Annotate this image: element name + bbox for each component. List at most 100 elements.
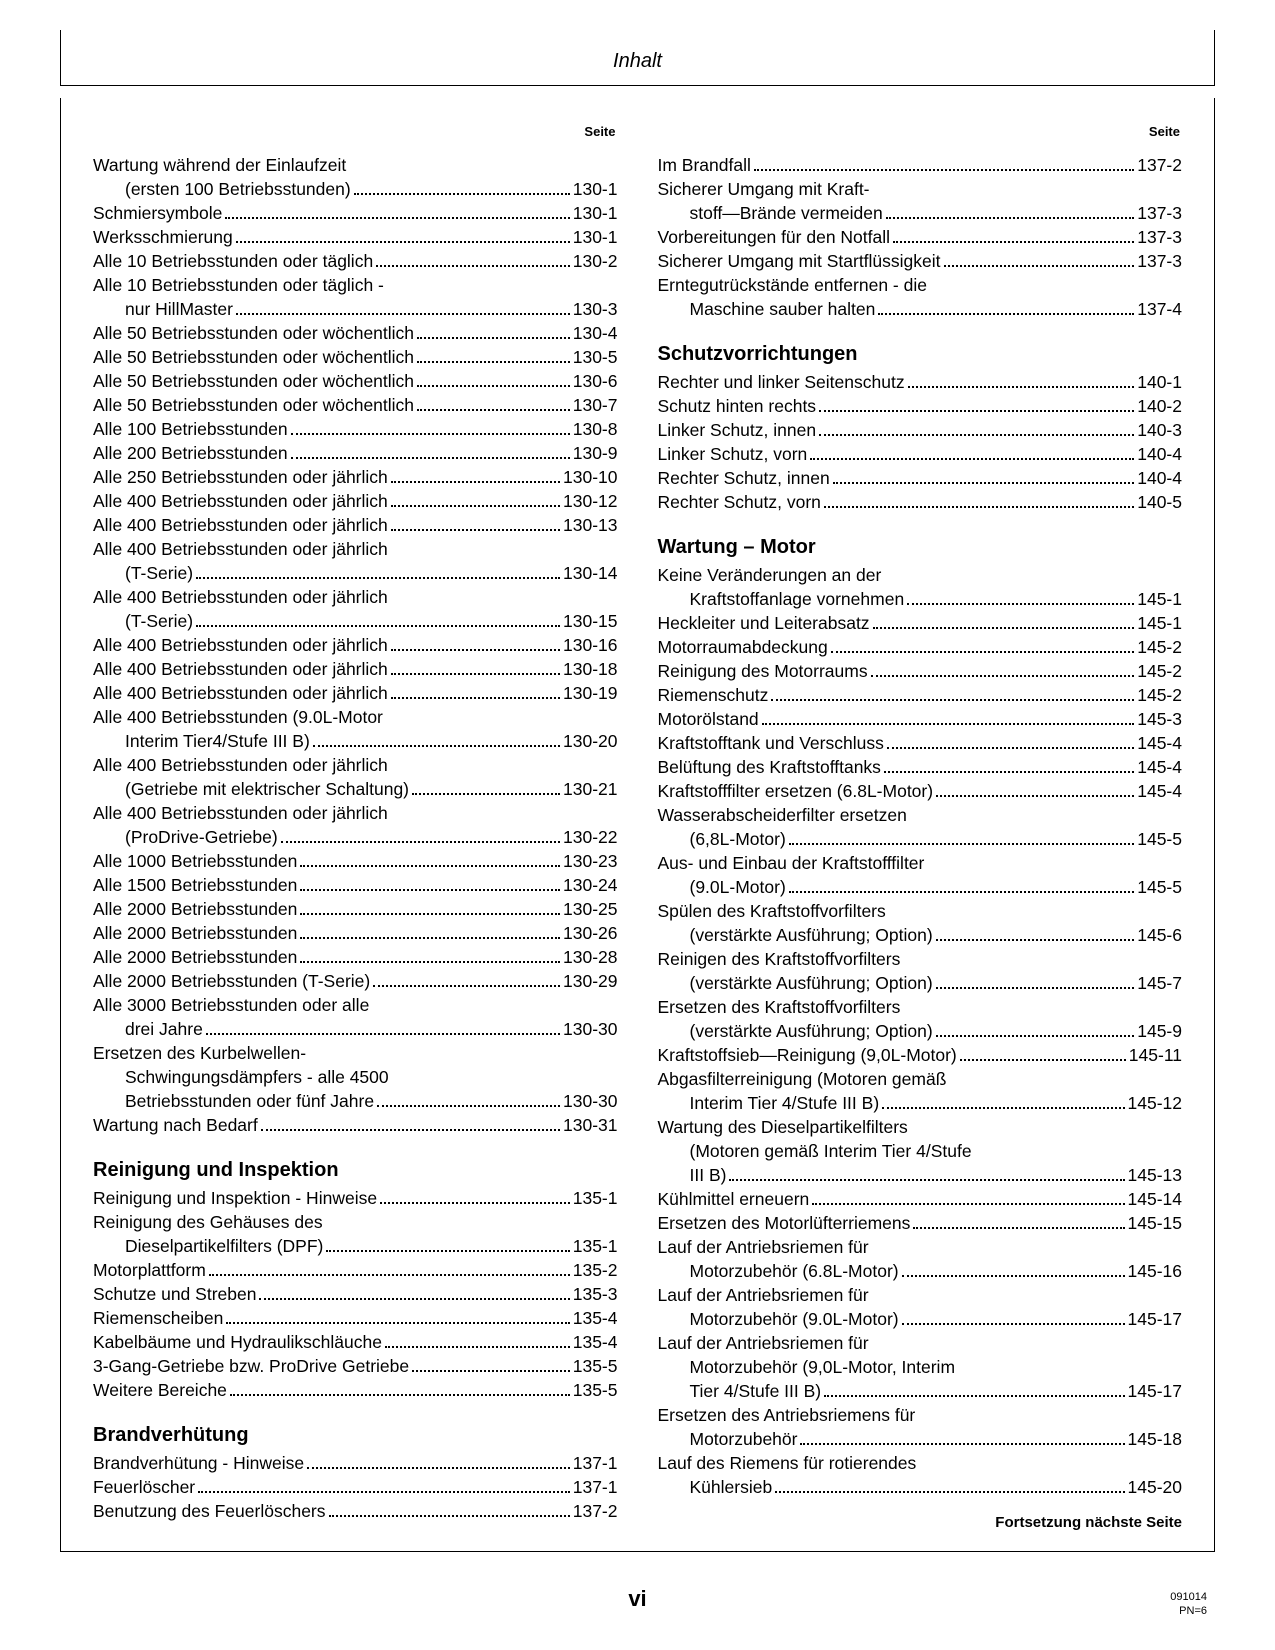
- toc-leader-line: Linker Schutz, vorn140-4: [658, 442, 1183, 466]
- toc-page-ref: 140-2: [1137, 394, 1182, 418]
- toc-leader-dots: [291, 421, 570, 435]
- toc-text-line: Spülen des Kraftstoffvorfilters: [658, 899, 1183, 923]
- toc-text: Feuerlöscher: [93, 1475, 195, 1499]
- toc-text: Alle 50 Betriebsstunden oder wöchentlich: [93, 393, 414, 417]
- toc-text-line: (Motoren gemäß Interim Tier 4/Stufe: [658, 1139, 1183, 1163]
- toc-entry: Kühlmittel erneuern145-14: [658, 1187, 1183, 1211]
- toc-entry: Rechter und linker Seitenschutz140-1: [658, 370, 1183, 394]
- toc-leader-dots: [789, 831, 1134, 845]
- toc-text: Alle 400 Betriebsstunden oder jährlich: [93, 489, 388, 513]
- toc-leader-dots: [391, 469, 560, 483]
- toc-leader-dots: [908, 374, 1135, 388]
- toc-entry: Weitere Bereiche135-5: [93, 1378, 618, 1402]
- toc-entry: Alle 400 Betriebsstunden oder jährlich(P…: [93, 801, 618, 849]
- toc-text: (verstärkte Ausführung; Option): [690, 971, 933, 995]
- toc-leader-line: Alle 1000 Betriebsstunden130-23: [93, 849, 618, 873]
- toc-leader-dots: [391, 637, 560, 651]
- footer-page-number: vi: [0, 1586, 1275, 1612]
- toc-page-ref: 130-4: [573, 321, 618, 345]
- toc-leader-dots: [884, 759, 1134, 773]
- toc-leader-dots: [326, 1238, 569, 1252]
- toc-entry: Riemenschutz145-2: [658, 683, 1183, 707]
- toc-entry: Riemenscheiben135-4: [93, 1306, 618, 1330]
- toc-entry: Ersetzen des Kraftstoffvorfilters(verstä…: [658, 995, 1183, 1043]
- toc-text: (verstärkte Ausführung; Option): [690, 1019, 933, 1043]
- toc-text: Interim Tier 4/Stufe III B): [690, 1091, 880, 1115]
- toc-leader-dots: [824, 1383, 1124, 1397]
- toc-text: Tier 4/Stufe III B): [690, 1379, 822, 1403]
- toc-page-ref: 145-15: [1128, 1211, 1183, 1235]
- toc-leader-line: nur HillMaster 130-3: [93, 297, 618, 321]
- toc-page-ref: 145-4: [1137, 731, 1182, 755]
- toc-text: Heckleiter und Leiterabsatz: [658, 611, 870, 635]
- toc-text: Ersetzen des Motorlüfterriemens: [658, 1211, 911, 1235]
- toc-text: (ProDrive-Getriebe): [125, 825, 278, 849]
- toc-leader-line: Benutzung des Feuerlöschers137-2: [93, 1499, 618, 1523]
- toc-entry: Wartung des Dieselpartikelfilters(Motore…: [658, 1115, 1183, 1187]
- toc-entry: Alle 50 Betriebsstunden oder wöchentlich…: [93, 369, 618, 393]
- toc-text-line: Alle 400 Betriebsstunden oder jährlich: [93, 537, 618, 561]
- toc-leader-dots: [417, 397, 570, 411]
- toc-leader-line: Rechter Schutz, innen140-4: [658, 466, 1183, 490]
- toc-leader-line: Interim Tier4/Stufe III B)130-20: [93, 729, 618, 753]
- toc-text: Reinigung des Motorraums: [658, 659, 868, 683]
- toc-text-line: Alle 400 Betriebsstunden oder jährlich: [93, 753, 618, 777]
- toc-leader-dots: [225, 205, 569, 219]
- toc-entry: Kabelbäume und Hydraulikschläuche135-4: [93, 1330, 618, 1354]
- toc-leader-line: Wartung nach Bedarf130-31: [93, 1113, 618, 1137]
- toc-leader-dots: [871, 663, 1135, 677]
- toc-leader-line: Riemenscheiben135-4: [93, 1306, 618, 1330]
- left-column: Seite Wartung während der Einlaufzeit(er…: [93, 124, 618, 1523]
- toc-leader-line: Werksschmierung130-1: [93, 225, 618, 249]
- toc-entry: Alle 400 Betriebsstunden oder jährlich13…: [93, 633, 618, 657]
- toc-leader-dots: [831, 639, 1135, 653]
- toc-text: (9.0L-Motor): [690, 875, 786, 899]
- toc-text: (Getriebe mit elektrischer Schaltung): [125, 777, 409, 801]
- toc-entry: Belüftung des Kraftstofftanks145-4: [658, 755, 1183, 779]
- toc-text: Rechter und linker Seitenschutz: [658, 370, 905, 394]
- toc-entry: 3-Gang-Getriebe bzw. ProDrive Getriebe13…: [93, 1354, 618, 1378]
- toc-entry: Aus- und Einbau der Kraftstofffilter(9.0…: [658, 851, 1183, 899]
- toc-text-line: Ersetzen des Kraftstoffvorfilters: [658, 995, 1183, 1019]
- toc-leader-dots: [236, 301, 570, 315]
- toc-entry: Schmiersymbole130-1: [93, 201, 618, 225]
- content-frame: Seite Wartung während der Einlaufzeit(er…: [60, 98, 1215, 1552]
- toc-entry: Reinigen des Kraftstoffvorfilters(verstä…: [658, 947, 1183, 995]
- toc-leader-line: Schutze und Streben135-3: [93, 1282, 618, 1306]
- toc-text: Alle 2000 Betriebsstunden (T-Serie): [93, 969, 370, 993]
- toc-leader-line: Ersetzen des Motorlüfterriemens 145-15: [658, 1211, 1183, 1235]
- toc-text: Brandverhütung - Hinweise: [93, 1451, 304, 1475]
- toc-page-ref: 130-23: [563, 849, 618, 873]
- toc-leader-line: (6,8L-Motor)145-5: [658, 827, 1183, 851]
- toc-page-ref: 145-7: [1137, 971, 1182, 995]
- toc-page-ref: 130-3: [573, 297, 618, 321]
- toc-text-line: Alle 400 Betriebsstunden (9.0L-Motor: [93, 705, 618, 729]
- toc-leader-dots: [886, 205, 1134, 219]
- toc-entry: Wasserabscheiderfilter ersetzen(6,8L-Mot…: [658, 803, 1183, 851]
- toc-text: Dieselpartikelfilters (DPF): [125, 1234, 323, 1258]
- toc-leader-line: Kabelbäume und Hydraulikschläuche135-4: [93, 1330, 618, 1354]
- toc-page-ref: 130-18: [563, 657, 618, 681]
- toc-text: Motorzubehör: [690, 1427, 798, 1451]
- toc-leader-dots: [307, 1455, 570, 1469]
- toc-text: (ersten 100 Betriebsstunden): [125, 177, 351, 201]
- toc-text-line: Alle 10 Betriebsstunden oder täglich -: [93, 273, 618, 297]
- toc-leader-line: Alle 400 Betriebsstunden oder jährlich13…: [93, 681, 618, 705]
- toc-text-line: Lauf der Antriebsriemen für: [658, 1283, 1183, 1307]
- toc-entry: Alle 50 Betriebsstunden oder wöchentlich…: [93, 393, 618, 417]
- toc-text-line: Schwingungsdämpfers - alle 4500: [93, 1065, 618, 1089]
- toc-entry: Motorplattform135-2: [93, 1258, 618, 1282]
- toc-text: Linker Schutz, vorn: [658, 442, 808, 466]
- toc-entry: Wartung während der Einlaufzeit(ersten 1…: [93, 153, 618, 201]
- toc-leader-line: Alle 2000 Betriebsstunden130-28: [93, 945, 618, 969]
- toc-entry: Alle 3000 Betriebsstunden oder alledrei …: [93, 993, 618, 1041]
- toc-leader-line: Reinigung des Motorraums145-2: [658, 659, 1183, 683]
- toc-page-ref: 145-4: [1137, 755, 1182, 779]
- section-heading: Wartung – Motor: [658, 536, 1183, 559]
- toc-leader-dots: [377, 1093, 560, 1107]
- toc-page-ref: 130-20: [563, 729, 618, 753]
- toc-entry: Alle 2000 Betriebsstunden (T-Serie)130-2…: [93, 969, 618, 993]
- toc-page-ref: 135-5: [573, 1354, 618, 1378]
- toc-text: nur HillMaster: [125, 297, 233, 321]
- toc-leader-dots: [907, 591, 1134, 605]
